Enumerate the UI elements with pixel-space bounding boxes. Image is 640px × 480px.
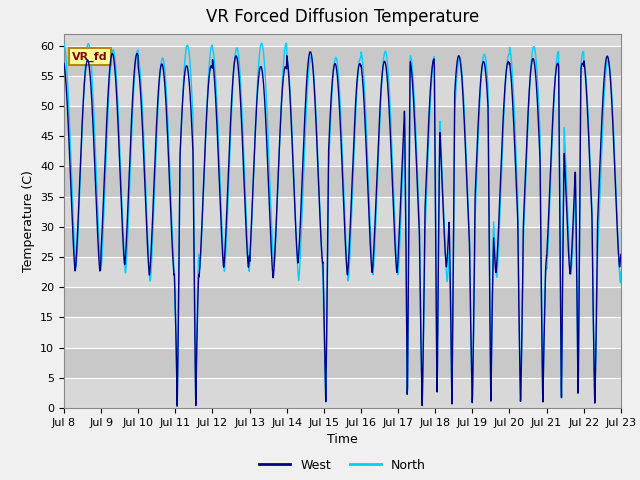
Title: VR Forced Diffusion Temperature: VR Forced Diffusion Temperature <box>206 9 479 26</box>
Y-axis label: Temperature (C): Temperature (C) <box>22 170 35 272</box>
Bar <box>64 257 621 287</box>
X-axis label: Time: Time <box>327 433 358 446</box>
Bar <box>64 317 621 348</box>
Bar <box>64 136 621 167</box>
Bar <box>64 46 621 76</box>
Bar <box>64 227 621 257</box>
Bar <box>64 348 621 378</box>
Bar <box>64 76 621 106</box>
Legend: West, North: West, North <box>254 454 431 477</box>
Bar <box>64 106 621 136</box>
Bar <box>64 287 621 317</box>
Text: VR_fd: VR_fd <box>72 52 108 62</box>
Bar <box>64 197 621 227</box>
Bar <box>64 378 621 408</box>
Bar <box>64 167 621 197</box>
